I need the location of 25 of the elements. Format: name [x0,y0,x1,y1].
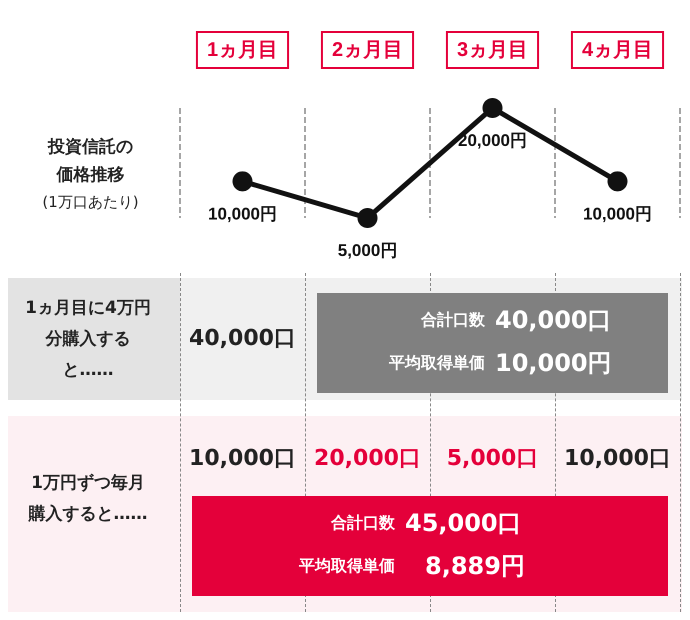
text: 45,000口 [405,508,522,539]
data-label: 20,000円 [458,131,527,150]
data-label: 10,000円 [583,204,652,224]
y-axis-title: 投資信託の価格推移 [46,136,134,187]
text: 合計口数 [330,513,395,534]
text: 1万円ずつ毎月購入すると…… [27,472,148,526]
data-label: 10,000円 [208,204,277,224]
text: 20,000口 [313,445,422,473]
text: 8,889円 [425,551,525,582]
text: 10,000口 [188,445,297,473]
x-tick-label: 4ヵ月目 [582,39,654,61]
text: (1万口あたり) [41,192,140,213]
x-tick-label: 1ヵ月目 [206,39,278,61]
text: 合計口数 [420,310,485,331]
text: 平均取得単価 [388,353,485,374]
x-tick-label: 3ヵ月目 [456,39,528,61]
text: 10,000円 [495,348,612,379]
text: 1ヵ月目に4万円分購入すると…… [24,297,152,382]
x-tick-label: 2ヵ月目 [332,39,404,61]
text: 5,000口 [446,445,540,473]
text: 40,000口 [495,305,612,336]
data-label: 5,000円 [338,241,398,260]
text: 平均取得単価 [298,556,395,577]
text: 40,000口 [188,325,297,353]
text: 10,000口 [563,445,672,473]
